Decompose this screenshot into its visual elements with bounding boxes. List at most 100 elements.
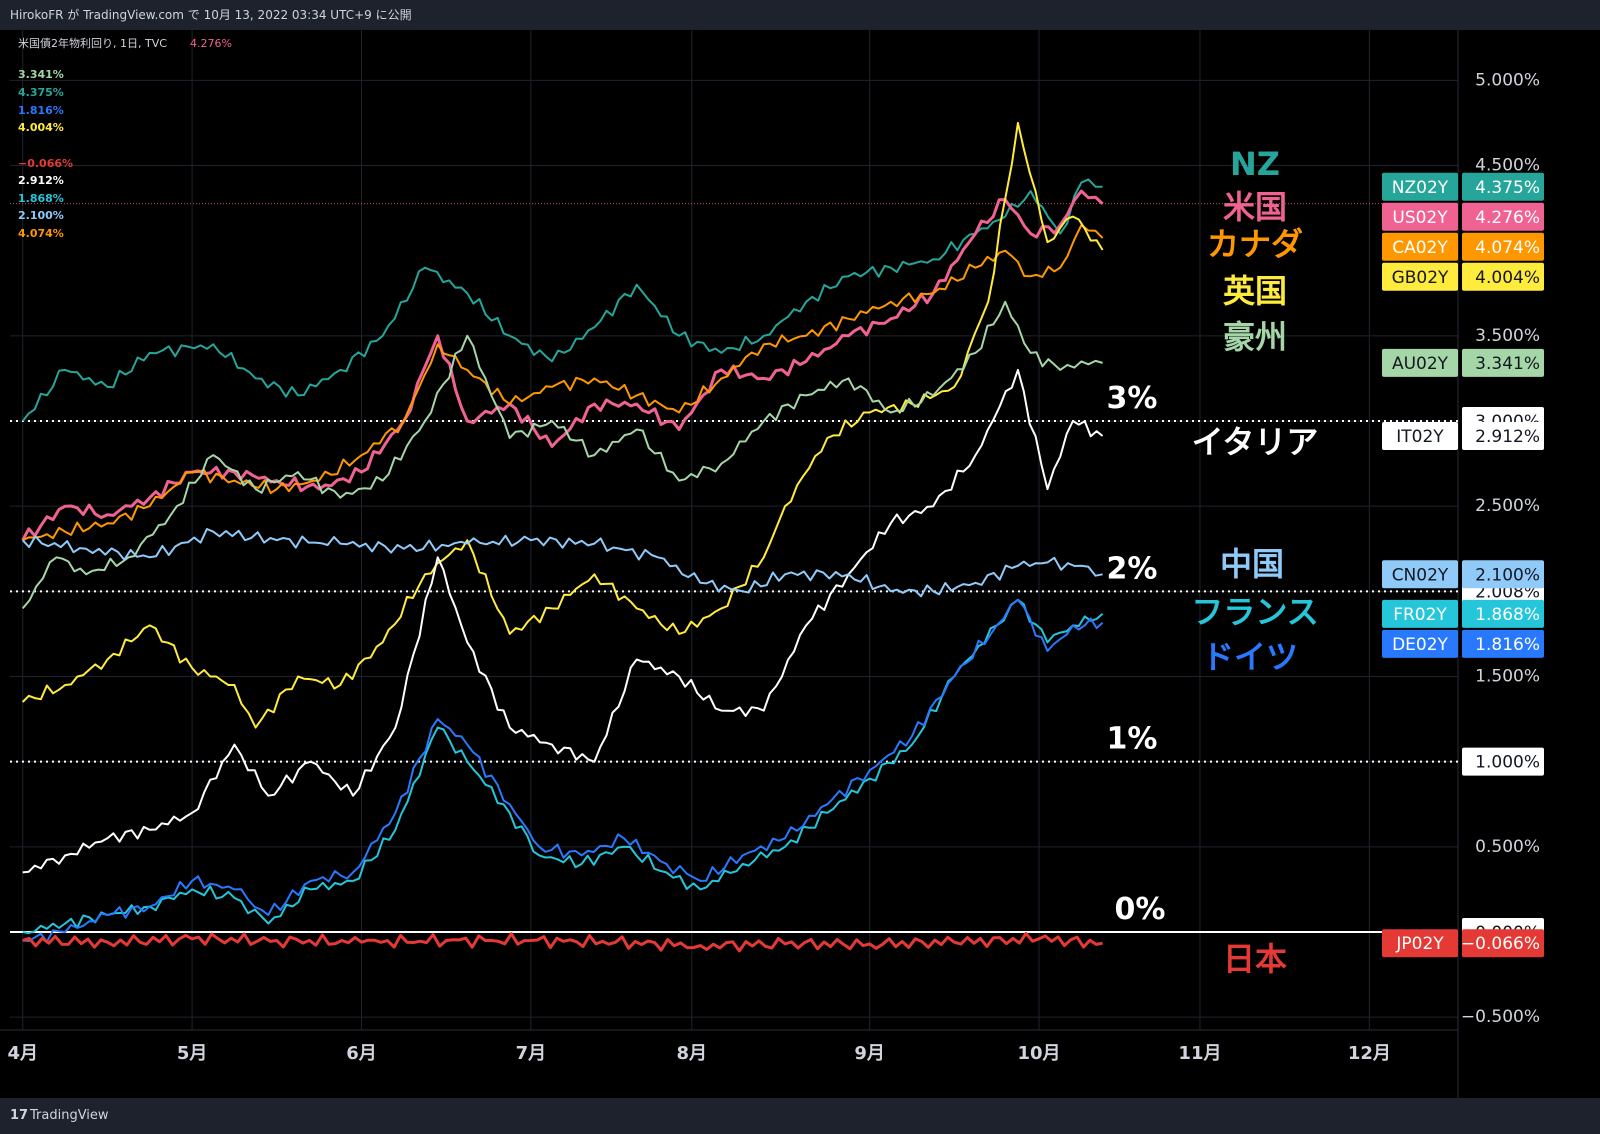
- y-tick-label: 0.500%: [1475, 837, 1540, 857]
- country-label: 米国: [1223, 188, 1287, 226]
- x-tick-label: 8月: [677, 1043, 708, 1064]
- series-value-text: 3.341%: [1475, 354, 1540, 374]
- series-ticker-badge: [1382, 421, 1458, 450]
- legend: 米国債2年物利回り, 1日, TVC 4.276% 3.341% 4.375% 1.…: [18, 36, 232, 240]
- series-value-badge: [1462, 929, 1544, 958]
- country-label: フランス: [1191, 593, 1318, 631]
- legend-value: 1.868%: [18, 192, 64, 205]
- y-tick-label: −0.500%: [1461, 1007, 1540, 1027]
- x-tick-label: 12月: [1348, 1043, 1391, 1064]
- series-value-text: 2.100%: [1475, 565, 1540, 585]
- header-bar: HirokoFR が TradingView.com で 10月 13, 202…: [0, 0, 1600, 30]
- country-label: 日本: [1223, 940, 1287, 978]
- series-ticker-text: CN02Y: [1392, 565, 1449, 585]
- series-ticker-badge: [1382, 629, 1458, 658]
- series-value-badge: [1462, 202, 1544, 231]
- series-value-text: 1.816%: [1475, 635, 1540, 655]
- series-ticker-badge: [1382, 172, 1458, 201]
- time-axis[interactable]: 4月 5月 6月 7月 8月 9月 10月 11月 12月: [7, 1043, 1390, 1064]
- series-value-badge: [1462, 262, 1544, 291]
- ref-line-label: 2%: [1107, 551, 1158, 586]
- series-value-badge: [1462, 232, 1544, 261]
- legend-value: 2.100%: [18, 209, 64, 222]
- country-label: NZ: [1230, 145, 1280, 183]
- y-tick-label: 5.000%: [1475, 70, 1540, 90]
- legend-title-value: 4.276%: [190, 37, 232, 50]
- y-tick-label: 4.500%: [1475, 156, 1540, 176]
- series-ticker-text: GB02Y: [1392, 268, 1449, 288]
- x-tick-label: 5月: [177, 1043, 208, 1064]
- x-tick-label: 9月: [854, 1043, 885, 1064]
- series-ticker-badge: [1382, 348, 1458, 377]
- series-ticker-badge: [1382, 262, 1458, 291]
- ref-line-label: 3%: [1107, 381, 1158, 416]
- series-line-cn02y: [21, 528, 1103, 598]
- country-label: 豪州: [1223, 318, 1287, 356]
- series-value-text: 1.868%: [1475, 605, 1540, 625]
- chart-background: [0, 30, 1600, 1098]
- series-line-nz02y: [21, 178, 1103, 422]
- ref-line-label: 1%: [1107, 722, 1158, 757]
- ref-axis-badge-text: 1.000%: [1475, 753, 1540, 773]
- x-tick-label: 6月: [346, 1043, 377, 1064]
- series-line-us02y: [21, 189, 1104, 541]
- ref-axis-badge: [1462, 747, 1544, 776]
- series-value-badge: [1462, 599, 1544, 628]
- country-label: カナダ: [1207, 225, 1303, 263]
- series-ticker-text: NZ02Y: [1392, 178, 1449, 198]
- legend-value: 3.341%: [18, 68, 64, 81]
- series-value-badge: [1462, 172, 1544, 201]
- tradingview-logo-icon: 17: [10, 1108, 29, 1123]
- reference-lines: 3% 2% 1% 0%: [10, 381, 1458, 933]
- series-line-ca02y: [22, 224, 1104, 542]
- country-label: イタリア: [1192, 423, 1319, 461]
- footer-bar: 17 TradingView: [0, 1098, 1600, 1134]
- series-ticker-text: FR02Y: [1393, 605, 1447, 625]
- series-value-text: 4.074%: [1475, 238, 1540, 258]
- legend-value: −0.066%: [18, 157, 73, 170]
- series-ticker-badge: [1382, 232, 1458, 261]
- y-tick-label: 1.500%: [1475, 667, 1540, 687]
- series-value-text: 2.912%: [1475, 427, 1540, 447]
- country-label: 中国: [1220, 545, 1284, 583]
- series-ticker-text: JP02Y: [1395, 934, 1444, 954]
- series-ticker-badge: [1382, 599, 1458, 628]
- series-ticker-badge: [1382, 202, 1458, 231]
- series-ticker-text: IT02Y: [1396, 427, 1444, 447]
- y-tick-label: 3.500%: [1475, 326, 1540, 346]
- series-ticker-text: US02Y: [1392, 208, 1448, 228]
- footer-brand: TradingView: [30, 1108, 109, 1123]
- series-ticker-badge: [1382, 560, 1458, 589]
- series-ticker-text: DE02Y: [1392, 635, 1448, 655]
- series-line-it02y: [22, 368, 1104, 874]
- series-value-badge: [1462, 348, 1544, 377]
- series-value-text: 4.004%: [1475, 268, 1540, 288]
- chart-area[interactable]: 3% 2% 1% 0% 5.000% 3.500% 2.500% 0.500% −0.500%…: [0, 30, 1600, 1098]
- series-line-de02y: [22, 598, 1104, 943]
- price-axis[interactable]: 5.000% 3.500% 2.500% 0.500% −0.500% 4.500% 1.5…: [1382, 70, 1544, 1027]
- series-line-fr02y: [22, 598, 1104, 935]
- x-tick-label: 10月: [1018, 1043, 1061, 1064]
- legend-value: 4.375%: [18, 86, 64, 99]
- series-ticker-badge: [1382, 929, 1458, 958]
- x-tick-label: 4月: [7, 1043, 38, 1064]
- country-label: 英国: [1223, 272, 1287, 310]
- x-tick-label: 7月: [516, 1043, 547, 1064]
- ref-line-label: 0%: [1115, 892, 1166, 927]
- legend-title: 米国債2年物利回り, 1日, TVC: [18, 36, 167, 50]
- series-value-badge: [1462, 421, 1544, 450]
- legend-value: 1.816%: [18, 104, 64, 117]
- header-text: HirokoFR が TradingView.com で 10月 13, 202…: [10, 8, 412, 22]
- legend-value: 4.004%: [18, 121, 64, 134]
- series-value-text: −0.066%: [1461, 934, 1540, 954]
- legend-value: 2.912%: [18, 174, 64, 187]
- series-line-jp02y: [22, 931, 1103, 953]
- series-value-text: 4.276%: [1475, 208, 1540, 228]
- legend-value: 4.074%: [18, 227, 64, 240]
- series-value-badge: [1462, 560, 1544, 589]
- series-ticker-text: AU02Y: [1392, 354, 1449, 374]
- series-lines: [10, 121, 1458, 953]
- country-label: ドイツ: [1202, 638, 1298, 676]
- y-tick-label: 2.500%: [1475, 496, 1540, 516]
